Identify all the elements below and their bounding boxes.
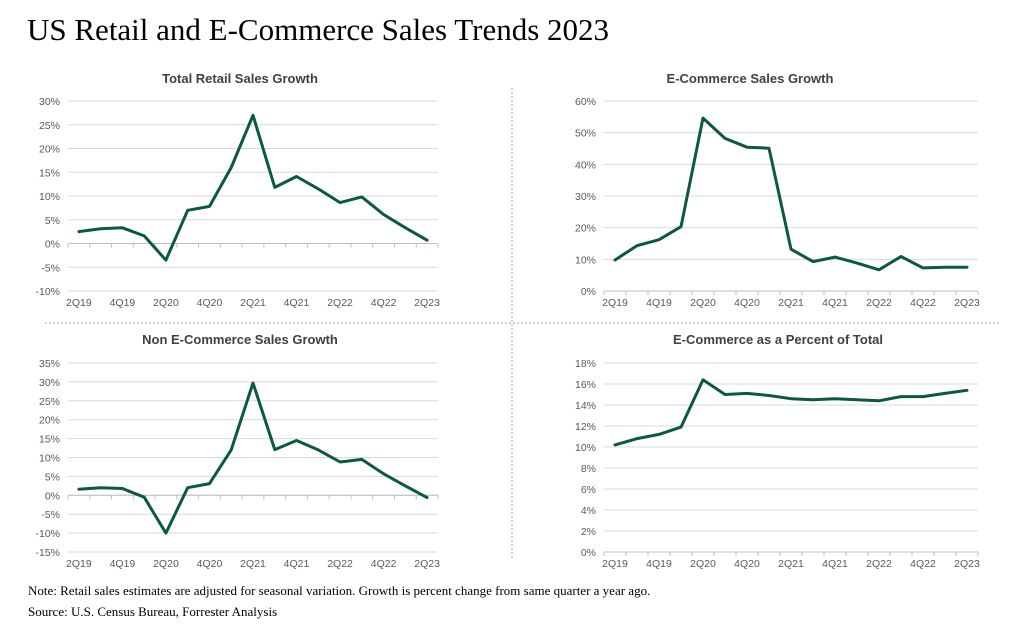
y-tick-label: -10% xyxy=(35,286,60,298)
y-tick-label: 30% xyxy=(39,96,60,108)
y-tick-label: -15% xyxy=(35,547,60,559)
x-tick-label: 4Q19 xyxy=(110,297,136,309)
y-tick-label: 2% xyxy=(581,526,596,538)
y-tick-label: 10% xyxy=(575,442,596,454)
y-tick-label: 15% xyxy=(39,167,60,179)
x-tick-label: 2Q21 xyxy=(240,558,266,570)
x-tick-label: 2Q20 xyxy=(153,297,179,309)
y-tick-label: -10% xyxy=(35,528,60,540)
chart-panel-3: Non E-Commerce Sales Growth -15% -10% -5% 0%… xyxy=(35,332,440,570)
x-tick-label: 2Q20 xyxy=(153,558,179,570)
y-tick-label: -5% xyxy=(41,509,60,521)
y-tick-label: 20% xyxy=(39,415,60,427)
x-tick-label: 2Q20 xyxy=(690,558,716,570)
y-tick-label: 40% xyxy=(575,159,596,171)
page-title: US Retail and E-Commerce Sales Trends 20… xyxy=(27,12,610,47)
x-tick-label: 4Q20 xyxy=(197,297,223,309)
x-tick-label: 2Q20 xyxy=(690,297,716,309)
y-tick-label: -5% xyxy=(41,262,60,274)
chart-title: E-Commerce Sales Growth xyxy=(667,71,834,86)
x-tick-label: 2Q19 xyxy=(66,558,92,570)
y-tick-label: 0% xyxy=(45,490,60,502)
y-tick-label: 16% xyxy=(575,379,596,391)
y-tick-label: 5% xyxy=(45,471,60,483)
chart-panel-4: E-Commerce as a Percent of Total 0% 2% 4% 6%… xyxy=(575,332,980,570)
x-tick-label: 2Q22 xyxy=(866,297,892,309)
y-tick-label: 0% xyxy=(581,547,596,559)
y-tick-label: 15% xyxy=(39,434,60,446)
x-tick-label: 2Q19 xyxy=(66,297,92,309)
y-tick-label: 10% xyxy=(39,453,60,465)
x-tick-label: 4Q21 xyxy=(284,558,310,570)
y-tick-label: 20% xyxy=(39,144,60,156)
chart-panel-1: Total Retail Sales Growth -10% -5% 0% 5% 10% 1… xyxy=(35,71,440,309)
y-tick-label: 10% xyxy=(39,191,60,203)
footnote: Note: Retail sales estimates are adjuste… xyxy=(28,583,651,598)
y-tick-label: 8% xyxy=(581,463,596,475)
y-tick-label: 5% xyxy=(45,215,60,227)
x-tick-label: 4Q22 xyxy=(371,297,397,309)
x-tick-label: 2Q23 xyxy=(414,558,440,570)
x-tick-label: 2Q22 xyxy=(327,297,353,309)
y-tick-label: 18% xyxy=(575,358,596,370)
x-tick-label: 4Q21 xyxy=(284,297,310,309)
y-tick-label: 6% xyxy=(581,484,596,496)
x-tick-label: 2Q23 xyxy=(954,558,980,570)
x-tick-label: 2Q19 xyxy=(602,297,628,309)
y-tick-label: 30% xyxy=(575,191,596,203)
x-tick-label: 2Q22 xyxy=(866,558,892,570)
y-tick-label: 14% xyxy=(575,400,596,412)
x-tick-label: 4Q21 xyxy=(822,297,848,309)
source-note: Source: U.S. Census Bureau, Forrester An… xyxy=(28,604,278,619)
x-tick-label: 4Q22 xyxy=(910,558,936,570)
x-tick-label: 4Q22 xyxy=(371,558,397,570)
x-tick-label: 4Q19 xyxy=(646,558,672,570)
x-tick-label: 4Q20 xyxy=(197,558,223,570)
y-tick-label: 10% xyxy=(575,254,596,266)
x-tick-label: 4Q21 xyxy=(822,558,848,570)
y-tick-label: 12% xyxy=(575,421,596,433)
x-tick-label: 4Q19 xyxy=(646,297,672,309)
y-tick-label: 0% xyxy=(581,286,596,298)
chart-title: Non E-Commerce Sales Growth xyxy=(142,332,338,347)
series-line xyxy=(77,381,429,535)
x-tick-label: 2Q19 xyxy=(602,558,628,570)
x-tick-label: 2Q21 xyxy=(778,558,804,570)
series-line xyxy=(613,116,969,272)
series-line xyxy=(77,113,429,262)
y-tick-label: 0% xyxy=(45,239,60,251)
y-tick-label: 35% xyxy=(39,358,60,370)
x-tick-label: 2Q23 xyxy=(414,297,440,309)
x-tick-label: 4Q20 xyxy=(734,297,760,309)
series-line xyxy=(613,378,969,447)
y-tick-label: 4% xyxy=(581,505,596,517)
x-tick-label: 2Q23 xyxy=(954,297,980,309)
chart-title: E-Commerce as a Percent of Total xyxy=(673,332,883,347)
x-tick-label: 4Q19 xyxy=(110,558,136,570)
x-tick-label: 2Q22 xyxy=(327,558,353,570)
x-tick-label: 4Q20 xyxy=(734,558,760,570)
y-tick-label: 30% xyxy=(39,377,60,389)
chart-panel-2: E-Commerce Sales Growth 0% 10% 20% 30% 40% 50%… xyxy=(575,71,980,309)
x-tick-label: 2Q21 xyxy=(240,297,266,309)
y-tick-label: 50% xyxy=(575,128,596,140)
x-tick-label: 2Q21 xyxy=(778,297,804,309)
x-tick-label: 4Q22 xyxy=(910,297,936,309)
chart-title: Total Retail Sales Growth xyxy=(162,71,318,86)
y-tick-label: 25% xyxy=(39,120,60,132)
y-tick-label: 20% xyxy=(575,223,596,235)
y-tick-label: 60% xyxy=(575,96,596,108)
y-tick-label: 25% xyxy=(39,396,60,408)
